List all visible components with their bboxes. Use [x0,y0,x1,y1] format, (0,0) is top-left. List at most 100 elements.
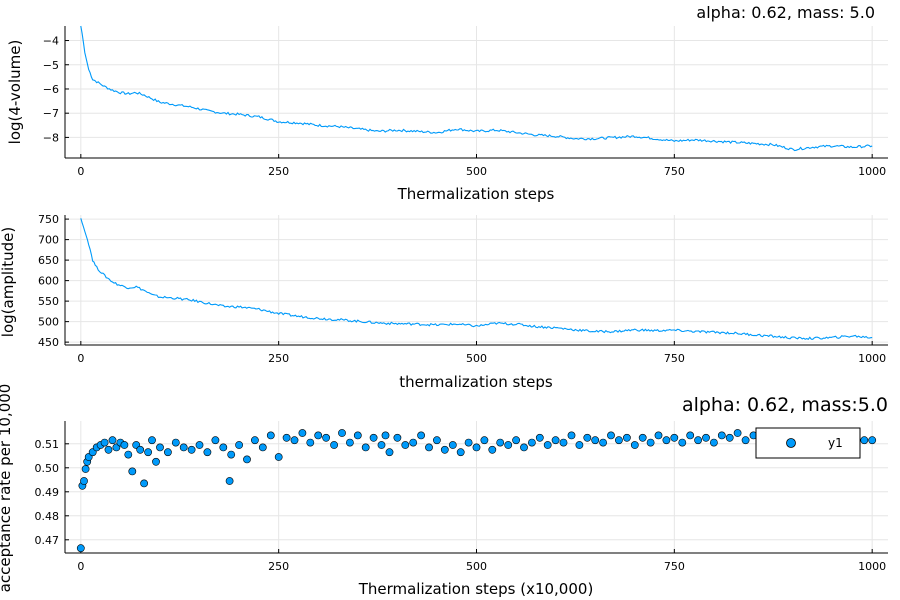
scatter-point [144,448,152,457]
scatter-point [425,443,433,452]
panel-1-y-label: log(4-volume) [6,40,24,145]
scatter-point [733,429,742,437]
scatter-point [108,436,117,445]
panel-1-grid [65,26,888,158]
panel-3: alpha: 0.62, mass:5.0 0 250 500 750 1000 0.4… [0,384,888,598]
scatter-point [338,429,346,437]
scatter-point [314,431,323,440]
scatter-point [472,443,481,452]
panel-2-series [80,218,873,340]
scatter-point [76,544,85,553]
panel-1-series [80,25,873,152]
panel-2-y-label: log(amplitude) [0,227,17,337]
scatter-point [496,438,505,447]
y-tick-label: −4 [43,35,59,48]
scatter-point [646,438,655,447]
scatter-point [725,433,734,442]
x-tick-label: 750 [664,560,685,573]
y-tick-label: 0.50 [35,462,60,475]
scatter-point [717,431,726,440]
scatter-point [630,441,639,449]
panel-2-x-ticks: 0 250 500 750 1000 [77,341,886,365]
y-tick-label: 500 [38,316,59,329]
legend-marker [786,438,796,448]
x-tick-label: 1000 [858,560,886,573]
scatter-point [227,450,236,459]
scatter-point [575,441,584,449]
y-tick-label: 450 [38,336,59,349]
scatter-point [128,467,137,476]
scatter-point [528,438,536,447]
scatter-point [250,436,259,445]
scatter-point [448,441,457,449]
panel-1-x-ticks: 0 250 500 750 1000 [77,154,886,178]
scatter-point [409,438,418,447]
scatter-point [298,429,307,437]
scatter-point [152,457,160,466]
scatter-point [81,465,90,473]
scatter-point [567,431,576,440]
panel-1: alpha: 0.62, mass: 5.0 0 250 500 750 1000 −8… [6,3,888,203]
scatter-point [623,433,631,442]
scatter-point [393,433,402,442]
x-tick-label: 1000 [858,352,886,365]
scatter-point [306,438,315,447]
x-tick-label: 1000 [858,165,886,178]
scatter-point [203,448,212,457]
scatter-point [686,431,695,440]
scatter-point [381,431,390,440]
scatter-point [136,445,145,454]
scatter-point [591,436,600,445]
scatter-point [369,433,378,442]
scatter-point [187,445,196,454]
series-line-y1 [80,218,873,340]
scatter-point [670,433,679,442]
scatter-point [361,443,370,452]
scatter-point [694,436,702,445]
scatter-point [741,436,750,445]
scatter-point [235,441,243,449]
x-tick-label: 0 [77,165,84,178]
scatter-point [80,477,88,485]
scatter-point [607,431,615,440]
panel-3-x-label: Thermalization steps (x10,000) [358,580,594,598]
scatter-point [512,436,520,445]
y-tick-label: 650 [38,254,59,267]
scatter-point [710,438,718,447]
x-tick-label: 500 [466,165,487,178]
x-tick-label: 250 [268,560,289,573]
scatter-point [385,448,394,457]
scatter-point [171,438,180,447]
scatter-point [353,431,362,440]
panel-2: 0 250 500 750 1000 450 500 550 600 650 700 750 the… [0,213,888,391]
scatter-point [258,443,267,452]
scatter-point [120,441,129,449]
panel-2-grid [65,215,888,345]
scatter-point [219,443,228,452]
scatter-point [417,431,425,440]
y-tick-label: −5 [43,59,59,72]
y-tick-label: 750 [38,213,59,226]
scatter-point [124,450,133,459]
y-tick-label: 550 [38,295,59,308]
x-tick-label: 750 [664,165,685,178]
scatter-point [678,438,687,447]
legend-label: y1 [828,436,843,450]
scatter-point [638,433,647,442]
scatter-point [195,441,204,449]
panel-3-title: alpha: 0.62, mass:5.0 [682,394,888,416]
scatter-point [156,443,164,452]
scatter-point [488,445,497,454]
y-tick-label: 600 [38,275,59,288]
y-tick-label: 0.49 [35,486,60,499]
scatter-point [140,479,148,488]
scatter-point [211,436,220,445]
scatter-point [535,433,544,442]
scatter-point [282,433,291,442]
scatter-point [583,433,592,442]
scatter-point [615,436,623,445]
y-tick-label: −8 [43,131,59,144]
scatter-point [860,436,869,445]
scatter-point [702,433,710,442]
